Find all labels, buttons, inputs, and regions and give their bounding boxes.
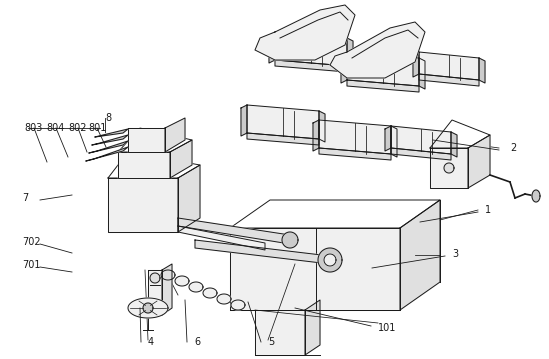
- Text: 801: 801: [88, 123, 107, 133]
- Text: 8: 8: [105, 113, 111, 123]
- Text: 7: 7: [22, 193, 28, 203]
- Polygon shape: [128, 128, 165, 152]
- Polygon shape: [347, 80, 419, 92]
- Polygon shape: [143, 303, 153, 313]
- Polygon shape: [195, 240, 330, 264]
- Polygon shape: [400, 200, 440, 310]
- Polygon shape: [247, 133, 319, 145]
- Text: 3: 3: [452, 249, 458, 259]
- Polygon shape: [150, 273, 160, 283]
- Polygon shape: [451, 132, 457, 157]
- Polygon shape: [391, 148, 451, 160]
- Polygon shape: [347, 52, 419, 86]
- Polygon shape: [189, 282, 203, 292]
- Text: 802: 802: [68, 123, 87, 133]
- Polygon shape: [313, 120, 319, 151]
- Polygon shape: [230, 228, 400, 310]
- Text: 803: 803: [24, 123, 42, 133]
- Polygon shape: [430, 120, 490, 148]
- Polygon shape: [391, 126, 397, 157]
- Polygon shape: [385, 126, 391, 151]
- Polygon shape: [419, 74, 479, 86]
- Polygon shape: [203, 288, 217, 298]
- Polygon shape: [275, 60, 347, 72]
- Polygon shape: [419, 52, 479, 80]
- Polygon shape: [231, 300, 245, 310]
- Text: 804: 804: [46, 123, 64, 133]
- Text: 702: 702: [22, 237, 41, 247]
- Polygon shape: [230, 200, 440, 228]
- Polygon shape: [305, 300, 320, 355]
- Polygon shape: [319, 111, 325, 142]
- Polygon shape: [319, 120, 391, 154]
- Polygon shape: [319, 148, 391, 160]
- Polygon shape: [330, 22, 425, 78]
- Polygon shape: [430, 148, 468, 188]
- Polygon shape: [178, 165, 200, 232]
- Polygon shape: [479, 58, 485, 83]
- Polygon shape: [128, 298, 168, 318]
- Polygon shape: [95, 129, 128, 137]
- Polygon shape: [275, 32, 347, 66]
- Polygon shape: [175, 276, 189, 286]
- Polygon shape: [391, 126, 451, 154]
- Polygon shape: [532, 190, 540, 202]
- Polygon shape: [108, 152, 200, 178]
- Polygon shape: [217, 294, 231, 304]
- Polygon shape: [178, 226, 265, 250]
- Polygon shape: [89, 141, 128, 153]
- Polygon shape: [148, 270, 162, 315]
- Polygon shape: [269, 32, 275, 63]
- Polygon shape: [347, 38, 353, 69]
- Polygon shape: [324, 254, 336, 266]
- Polygon shape: [178, 218, 290, 244]
- Text: 4: 4: [148, 337, 154, 347]
- Polygon shape: [165, 118, 185, 152]
- Polygon shape: [86, 147, 128, 161]
- Polygon shape: [255, 5, 355, 60]
- Polygon shape: [444, 163, 454, 173]
- Polygon shape: [419, 58, 425, 89]
- Polygon shape: [108, 178, 178, 232]
- Polygon shape: [341, 52, 347, 83]
- Text: 701: 701: [22, 260, 41, 270]
- Polygon shape: [282, 232, 298, 248]
- Polygon shape: [413, 52, 419, 77]
- Polygon shape: [255, 310, 305, 355]
- Polygon shape: [318, 248, 342, 272]
- Text: 5: 5: [268, 337, 274, 347]
- Text: 1: 1: [485, 205, 491, 215]
- Polygon shape: [170, 140, 192, 178]
- Text: 101: 101: [378, 323, 396, 333]
- Text: 2: 2: [510, 143, 516, 153]
- Polygon shape: [247, 105, 319, 139]
- Polygon shape: [118, 128, 192, 152]
- Polygon shape: [92, 135, 128, 145]
- Polygon shape: [241, 105, 247, 136]
- Polygon shape: [161, 270, 175, 280]
- Polygon shape: [162, 264, 172, 315]
- Text: 6: 6: [194, 337, 200, 347]
- Polygon shape: [118, 152, 170, 178]
- Polygon shape: [468, 135, 490, 188]
